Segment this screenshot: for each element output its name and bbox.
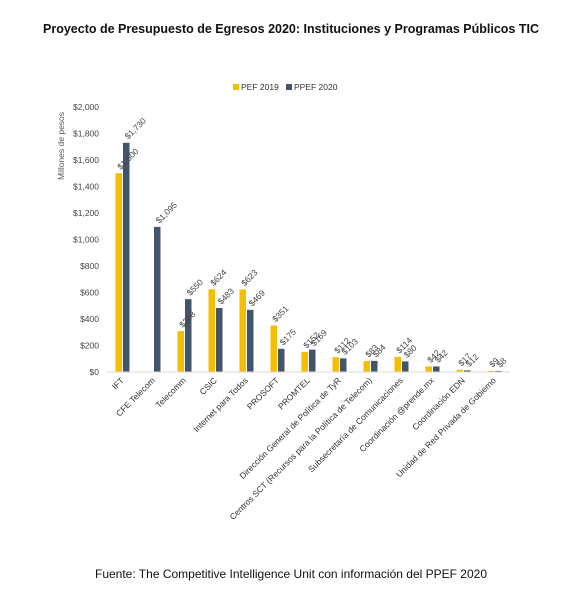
bar-pef-2019 [332, 357, 339, 372]
bar-pef-2019 [177, 331, 184, 372]
y-tick-label: $400 [80, 314, 99, 324]
bar-pef-2019 [208, 289, 215, 372]
category-label: Centros SCT (Recursos para la Política d… [227, 375, 374, 522]
y-axis-label: Millones de pesos [56, 112, 66, 180]
bar-pef-2019 [363, 361, 370, 372]
data-label: $1,095 [154, 200, 180, 226]
category-label: PROSOFT [245, 375, 281, 411]
bar-ppef-2020 [278, 348, 285, 372]
bar-pef-2019 [487, 370, 494, 372]
data-label: $1,730 [123, 116, 149, 142]
bar-ppef-2020 [495, 370, 502, 372]
category-label: Telecomm [153, 375, 187, 409]
legend-swatch-ppef-2020 [286, 84, 292, 90]
y-tick-label: $1,800 [73, 129, 99, 139]
y-tick-label: $1,600 [73, 155, 99, 165]
bar-ppef-2020 [216, 308, 223, 372]
data-labels: $1,500$1,730$1,095$308$550 $624$483$623$4… [115, 116, 508, 370]
bar-ppef-2020 [402, 361, 409, 372]
category-label: Coordinación EDN [410, 375, 467, 432]
y-tick-label: $1,400 [73, 182, 99, 192]
data-label: $469 [247, 288, 268, 309]
bar-ppef-2020 [247, 309, 254, 372]
y-tick-label: $800 [80, 261, 99, 271]
legend-label-pef-2019: PEF 2019 [241, 82, 279, 92]
bar-pef-2019 [301, 351, 308, 372]
data-label: $351 [270, 303, 291, 324]
bar-ppef-2020 [340, 358, 347, 372]
bar-ppef-2020 [371, 360, 378, 372]
bar-ppef-2020 [309, 349, 316, 372]
data-label: $175 [278, 327, 299, 348]
bar-pef-2019 [394, 356, 401, 372]
bar-ppef-2020 [185, 299, 192, 372]
bar-pef-2019 [239, 289, 246, 372]
bar-pef-2019 [270, 325, 277, 372]
bar-pef-2019 [425, 366, 432, 372]
legend-label-ppef-2020: PPEF 2020 [294, 82, 338, 92]
y-tick-label: $1,000 [73, 235, 99, 245]
data-label: $624 [208, 267, 229, 288]
data-label: $169 [309, 327, 330, 348]
bars [115, 142, 502, 372]
legend-swatch-pef-2019 [233, 84, 239, 90]
bar-ppef-2020 [123, 142, 130, 372]
category-label: CSIC [197, 375, 218, 396]
y-tick-label: $200 [80, 341, 99, 351]
chart-title: Proyecto de Presupuesto de Egresos 2020:… [43, 22, 539, 36]
source-note: Fuente: The Competitive Intelligence Uni… [95, 567, 487, 581]
data-label: $623 [239, 267, 260, 288]
bar-chart: PEF 2019 PPEF 2020 Millones de pesos $0$… [56, 82, 510, 522]
y-axis-ticks: $0 $200 $400 $600 $800 $1,000 $1,200 $1,400 $1,6… [73, 102, 99, 377]
bar-pef-2019 [456, 369, 463, 372]
category-label: IFT [110, 375, 126, 391]
data-label: $8 [495, 355, 509, 369]
y-tick-label: $1,200 [73, 208, 99, 218]
bar-ppef-2020 [433, 366, 440, 372]
data-label: $550 [185, 277, 206, 298]
data-label: $483 [216, 286, 237, 307]
bar-ppef-2020 [154, 226, 161, 372]
y-tick-label: $2,000 [73, 102, 99, 112]
y-tick-label: $0 [90, 367, 100, 377]
category-label: Internet para Todos [191, 375, 250, 434]
y-tick-label: $600 [80, 288, 99, 298]
bar-ppef-2020 [464, 370, 471, 372]
bar-pef-2019 [115, 173, 122, 372]
legend: PEF 2019 PPEF 2020 [233, 82, 338, 92]
